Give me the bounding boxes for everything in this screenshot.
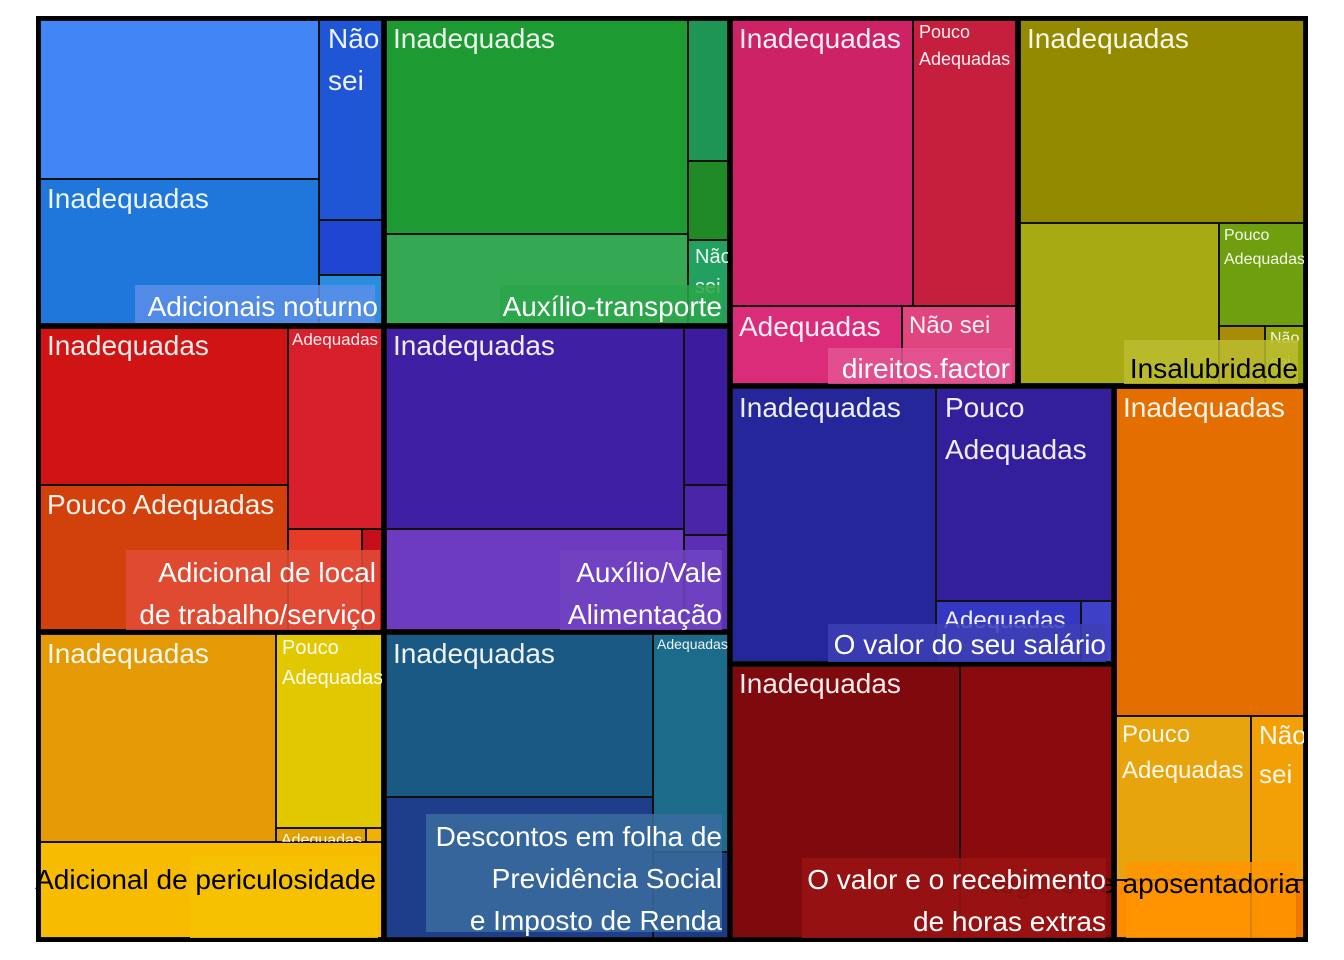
group-label-background bbox=[135, 285, 375, 323]
group-border bbox=[728, 662, 1116, 942]
tile-label: Inadequadas bbox=[739, 392, 901, 423]
tile-label: Adequadas bbox=[292, 330, 378, 349]
tile-adicional-de-periculosidade-pouco-adequadas bbox=[275, 633, 383, 829]
group-label-o-valor-e-o-recebimento-de-horas-extras: O valor e o recebimento de horas extras bbox=[807, 864, 1106, 937]
tile-label: Inadequadas bbox=[47, 183, 209, 214]
tile-label: Inadequadas bbox=[1027, 23, 1189, 54]
group-label-background bbox=[500, 285, 722, 323]
group-label-o-valor-do-seu-salario: O valor do seu salário bbox=[834, 629, 1106, 660]
group-label-direitos-factor: direitos.factor bbox=[842, 353, 1010, 384]
tile-label: Inadequadas bbox=[47, 330, 209, 361]
group-label-auxilio-vale-alimentacao: Auxílio/Vale Alimentação bbox=[568, 557, 722, 630]
tile-auxilio-transporte-item-2 bbox=[687, 19, 729, 162]
group-label-background bbox=[802, 858, 1106, 938]
tile-label: Pouco Adequadas bbox=[1224, 227, 1305, 268]
group-label-background bbox=[426, 814, 722, 932]
group-label-background bbox=[126, 550, 380, 630]
tile-label: Adequadas bbox=[281, 832, 362, 849]
tile-label: Pouco Adequadas bbox=[282, 637, 383, 689]
tile-auxilio-transporte-item-3 bbox=[687, 160, 729, 241]
tile-adicionais-noturno-item-0 bbox=[39, 19, 320, 180]
tile-label: Adequadas bbox=[739, 311, 881, 342]
tile-adicionais-noturno-item-3 bbox=[318, 219, 383, 276]
tile-adicional-de-local-de-trabalho-servico-adequadas bbox=[287, 327, 383, 530]
group-label-background bbox=[828, 624, 1106, 662]
group-label-background bbox=[828, 348, 1012, 384]
tile-label: Inadequadas bbox=[393, 330, 555, 361]
group-label-background bbox=[1126, 862, 1296, 938]
tile-label: Pouco Adequadas bbox=[47, 489, 274, 520]
tile-label: Inadequadas bbox=[1123, 392, 1285, 423]
tile-label: Inadequadas bbox=[739, 23, 901, 54]
tile-regime-de-aposentadoria-nao-sei bbox=[1250, 715, 1305, 881]
tile-adicional-de-local-de-trabalho-servico-inadequadas bbox=[39, 327, 289, 486]
tile-auxilio-vale-alimentacao-inadequadas bbox=[385, 327, 685, 530]
tile-o-valor-do-seu-salario-inadequadas bbox=[731, 387, 937, 663]
group-label-auxilio-transporte: Auxílio-transporte bbox=[503, 291, 722, 322]
tile-label: Não sei bbox=[909, 312, 990, 339]
tile-label: Inadequadas bbox=[739, 668, 901, 699]
group-label-background bbox=[560, 550, 722, 630]
tile-label: Inadequadas bbox=[47, 638, 209, 669]
group-label-adicional-de-local-de-trabalho-servico: Adicional de local de trabalho/serviço bbox=[139, 557, 376, 630]
tile-direitos-factor-inadequadas bbox=[731, 19, 914, 307]
group-label-background bbox=[190, 856, 378, 938]
tile-adicional-de-periculosidade-item-4 bbox=[365, 827, 383, 843]
group-label-adicional-de-periculosidade: Adicional de periculosidade bbox=[35, 864, 376, 895]
group-label-adicionais-noturno: Adicionais noturno bbox=[148, 291, 378, 322]
tile-o-valor-do-seu-salario-pouco-adequadas bbox=[935, 387, 1113, 602]
tile-label: Inadequadas bbox=[393, 638, 555, 669]
group-label-insalubridade: Insalubridade bbox=[1130, 353, 1298, 384]
tile-auxilio-transporte-inadequadas bbox=[385, 19, 689, 235]
tile-label: Pouco Adequadas bbox=[919, 22, 1010, 69]
tile-regime-de-aposentadoria-inadequadas bbox=[1115, 387, 1305, 717]
tile-label: Pouco Adequadas bbox=[945, 392, 1087, 465]
tile-direitos-factor-pouco-adequadas bbox=[912, 19, 1017, 307]
tile-label: Pouco Adequadas bbox=[1122, 721, 1243, 784]
group-label-background bbox=[1124, 340, 1298, 384]
tile-auxilio-vale-alimentacao-item-3 bbox=[683, 484, 729, 536]
group-label-descontos-em-folha-de-previdencia-social-e-imposto-de-renda: Descontos em folha de Previdência Social e… bbox=[436, 821, 723, 936]
tile-label: Adequadas bbox=[657, 636, 728, 652]
tile-auxilio-vale-alimentacao-item-2 bbox=[683, 327, 729, 486]
tile-label: Inadequadas bbox=[393, 23, 555, 54]
